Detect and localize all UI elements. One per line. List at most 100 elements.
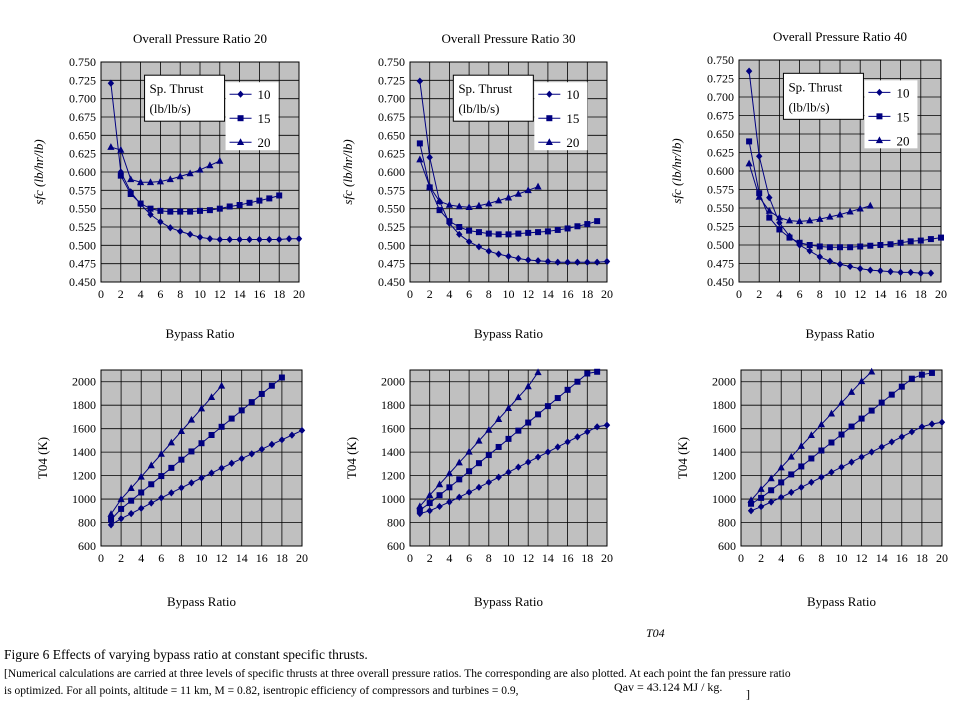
legend-label: 20 — [566, 135, 579, 150]
x-tick-label: 12 — [214, 287, 226, 301]
plot-border — [738, 59, 942, 283]
y-tick-label: 1800 — [712, 398, 736, 412]
y-tick-label: 1400 — [712, 445, 736, 459]
y-axis-title: T04 (K) — [344, 437, 359, 479]
y-tick-label: 0.750 — [378, 55, 405, 69]
data-point — [465, 238, 473, 246]
data-point — [515, 427, 522, 434]
x-tick-label: 12 — [216, 551, 228, 565]
legend-title: Sp. Thrust — [788, 79, 842, 94]
plot-border — [409, 61, 608, 283]
data-point — [836, 260, 844, 268]
data-point — [285, 235, 293, 243]
y-tick-label: 0.700 — [378, 92, 405, 106]
x-tick-label: 2 — [756, 287, 762, 301]
data-point — [525, 419, 532, 426]
x-tick-label: 0 — [407, 551, 413, 565]
x-tick-label: 20 — [601, 551, 613, 565]
data-point — [147, 461, 155, 469]
data-point — [816, 243, 823, 250]
data-point — [514, 190, 522, 197]
y-tick-label: 0.450 — [69, 275, 96, 289]
data-point — [594, 218, 601, 225]
data-point — [186, 230, 194, 238]
data-point — [147, 210, 154, 219]
data-point — [544, 257, 552, 266]
data-point — [276, 192, 283, 199]
data-point — [435, 197, 444, 205]
caption-line-2: is optimized. For all points, altitude =… — [4, 685, 519, 697]
caption-title: Figure 6 Effects of varying bypass ratio… — [4, 647, 368, 662]
y-tick-label: 0.625 — [378, 147, 405, 161]
legend-marker — [876, 88, 883, 96]
legend-title-box — [144, 74, 226, 122]
data-point — [857, 265, 864, 273]
data-point — [755, 192, 763, 200]
data-point — [196, 233, 204, 241]
data-point — [475, 483, 483, 491]
data-point — [564, 438, 571, 446]
legend-label: 20 — [258, 135, 271, 150]
data-point — [167, 224, 174, 232]
data-point — [256, 235, 263, 244]
y-tick-label: 1000 — [712, 492, 736, 506]
data-point — [817, 420, 825, 428]
data-point — [938, 418, 946, 426]
legend: Sp. Thrust (lb/lb/s) 10 15 20 — [782, 72, 918, 149]
data-point — [826, 244, 833, 251]
data-point — [228, 459, 235, 467]
data-point — [206, 207, 213, 214]
data-point — [838, 431, 845, 438]
x-axis-title: Bypass Ratio — [474, 594, 543, 609]
y-tick-label: 1400 — [72, 445, 96, 459]
y-tick-label: 0.650 — [378, 128, 405, 142]
y-tick-label: 0.725 — [707, 72, 734, 86]
data-point — [475, 243, 483, 251]
data-point — [747, 507, 755, 515]
data-point — [218, 381, 226, 389]
data-point — [868, 367, 876, 375]
data-point — [208, 469, 215, 477]
y-tick-label: 1800 — [72, 398, 96, 412]
x-tick-label: 14 — [874, 287, 886, 301]
x-tick-label: 6 — [798, 551, 804, 565]
x-tick-label: 4 — [778, 551, 784, 565]
data-point — [148, 499, 155, 507]
data-point — [868, 448, 875, 456]
data-point — [525, 458, 532, 466]
x-axis-title: Bypass Ratio — [474, 326, 543, 341]
y-tick-label: 1200 — [72, 469, 96, 483]
x-tick-label: 0 — [738, 551, 744, 565]
data-point — [248, 450, 255, 458]
legend-marker — [876, 113, 883, 120]
data-point — [108, 516, 115, 523]
data-point — [128, 497, 135, 504]
x-axis-title: Bypass Ratio — [807, 594, 876, 609]
data-point — [166, 175, 174, 183]
legend-label: 10 — [896, 85, 909, 100]
x-tick-label: 2 — [118, 287, 124, 301]
data-point — [888, 391, 895, 398]
y-tick-label: 2000 — [712, 375, 736, 389]
data-point — [167, 208, 174, 215]
data-point — [127, 484, 135, 491]
data-point — [298, 426, 306, 435]
data-point — [436, 492, 443, 499]
data-point — [505, 435, 512, 442]
data-point — [928, 420, 936, 428]
x-tick-label: 0 — [98, 287, 104, 301]
data-point — [788, 471, 795, 478]
data-point — [426, 507, 433, 515]
data-point — [288, 431, 296, 439]
y-tick-label: 0.625 — [707, 146, 734, 160]
data-point — [157, 218, 164, 226]
data-point — [796, 217, 804, 225]
y-tick-label: 0.750 — [69, 55, 96, 69]
data-point — [846, 207, 854, 215]
data-point — [836, 210, 844, 218]
legend-marker — [236, 138, 245, 145]
x-tick-label: 8 — [486, 551, 492, 565]
data-point — [446, 218, 453, 225]
data-point — [475, 436, 483, 444]
data-point — [198, 474, 205, 482]
